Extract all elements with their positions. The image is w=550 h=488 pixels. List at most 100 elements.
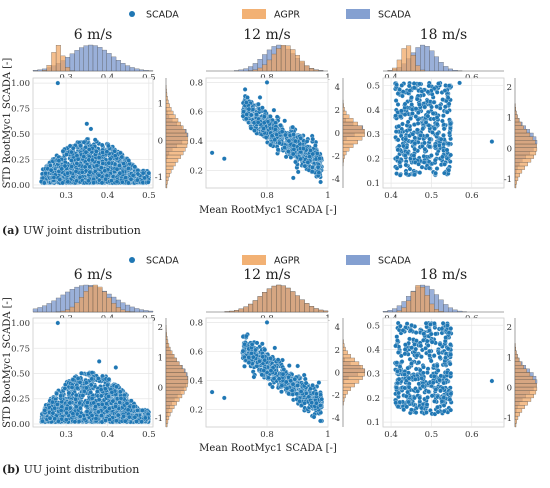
scatter-point <box>278 122 283 128</box>
top-hist-bar-scada <box>129 67 135 72</box>
scatter-point <box>93 149 99 154</box>
right-hist-bar-agpr <box>165 365 183 370</box>
right-hist-bar-agpr <box>165 184 168 189</box>
top-hist-bar-scada <box>120 63 126 72</box>
right-hist-bar-agpr <box>165 412 171 417</box>
scatter-point <box>64 406 69 412</box>
scatter-point <box>135 177 140 183</box>
scatter-point <box>316 380 322 385</box>
top-hist-bar-scada <box>51 300 57 313</box>
scatter-point <box>444 109 450 115</box>
scatter-point <box>89 413 95 418</box>
right-hist-bar-agpr <box>514 136 534 141</box>
scatter-point <box>243 116 249 122</box>
scatter-point <box>273 120 278 126</box>
right-hist-bar-agpr <box>165 372 187 377</box>
scatter-point <box>76 419 82 424</box>
scatter-point <box>125 407 131 413</box>
scatter-point <box>398 108 404 114</box>
top-hist-bar-agpr <box>304 65 310 72</box>
scatter-point <box>438 136 444 142</box>
scatter-point <box>429 153 434 158</box>
scatter-point <box>409 102 415 107</box>
scatter-point <box>436 81 441 86</box>
scatter-point <box>429 104 434 110</box>
scatter-point <box>96 359 102 364</box>
scatter-point <box>279 129 285 135</box>
scatter-point <box>318 179 323 185</box>
top-hist-bar-agpr <box>309 306 315 313</box>
right-hist-bar-agpr <box>165 140 189 145</box>
top-hist-bar-scada <box>134 68 140 72</box>
scatter-point <box>316 170 322 176</box>
scatter-point <box>432 157 438 163</box>
top-hist-bar-agpr <box>74 302 80 313</box>
top-hist-bar-agpr <box>276 284 282 313</box>
right-hist-bar-agpr <box>165 415 170 420</box>
top-hist-bar-scada <box>148 310 154 313</box>
scatter-point <box>411 81 417 86</box>
scatter-point <box>441 113 446 119</box>
scatter-point <box>395 137 401 143</box>
top-hist-bar-agpr <box>65 67 71 72</box>
right-hist-bar-agpr <box>514 143 537 148</box>
top-hist-bar-agpr <box>313 308 319 313</box>
scatter-point <box>99 142 105 148</box>
scatter-point <box>135 171 141 177</box>
scatter-point <box>126 180 131 186</box>
scatter-point <box>48 167 54 173</box>
top-hist-bar-agpr <box>252 300 258 313</box>
scatter-point <box>103 176 109 182</box>
scatter-point <box>442 104 448 110</box>
scatter-point <box>446 83 452 89</box>
x-tick-label: 0.4 <box>101 430 115 440</box>
top-hist-bar-agpr <box>97 286 103 313</box>
right-hist-bar-agpr <box>165 346 171 351</box>
x-axis-label: Mean RootMyc1 SCADA [-] <box>199 443 337 454</box>
right-hist-bar-agpr <box>165 350 173 355</box>
scatter-point <box>416 161 421 167</box>
scatter-point <box>77 414 83 419</box>
scatter-point <box>431 99 437 105</box>
scatter-point <box>56 418 61 424</box>
scatter-point <box>290 124 296 130</box>
scatter-point <box>442 170 447 176</box>
scatter-point <box>42 407 48 413</box>
top-hist-bar-agpr <box>60 310 66 313</box>
scatter-point <box>107 417 112 422</box>
scatter-point <box>96 155 102 160</box>
right-hist-bar-agpr <box>165 96 168 101</box>
top-hist-bar-agpr <box>102 291 107 313</box>
top-hist-bar-scada <box>452 70 458 72</box>
top-hist-bar-scada <box>37 69 43 72</box>
x-axis-label: Mean RootMyc1 SCADA [-] <box>199 205 337 216</box>
top-hist-bar-agpr <box>295 295 300 313</box>
scatter-point <box>81 154 87 159</box>
scatter-point <box>78 405 83 411</box>
scatter-point <box>263 134 269 140</box>
scatter-point <box>432 126 437 132</box>
scatter-point <box>128 398 134 404</box>
right-hist-tick-label: 0 <box>158 136 163 146</box>
scatter-point <box>394 155 400 160</box>
right-hist-bar-agpr <box>342 114 350 119</box>
legend-b: SCADA AGPR SCADA <box>129 255 411 267</box>
right-hist-bar-agpr <box>165 125 184 130</box>
scatter-point <box>43 170 48 176</box>
top-hist-bar-scada <box>37 307 43 313</box>
scatter-point <box>114 418 119 424</box>
scatter-point <box>272 137 278 143</box>
top-hist-bar-agpr <box>46 65 52 72</box>
scatter-point <box>114 179 120 185</box>
right-hist-bar-agpr <box>165 114 176 119</box>
scatter-point <box>420 126 426 132</box>
scatter-point <box>64 410 69 416</box>
y-tick-label: 0.25 <box>11 155 30 165</box>
top-hist-bar-agpr <box>125 310 131 313</box>
right-hist-tick-label: 2 <box>335 106 340 116</box>
right-hist-bar-agpr <box>514 176 519 181</box>
scatter-point <box>245 95 250 100</box>
right-hist-bar-agpr <box>342 158 344 163</box>
scatter-point <box>90 157 95 163</box>
right-hist-tick-label: 1 <box>507 114 512 124</box>
